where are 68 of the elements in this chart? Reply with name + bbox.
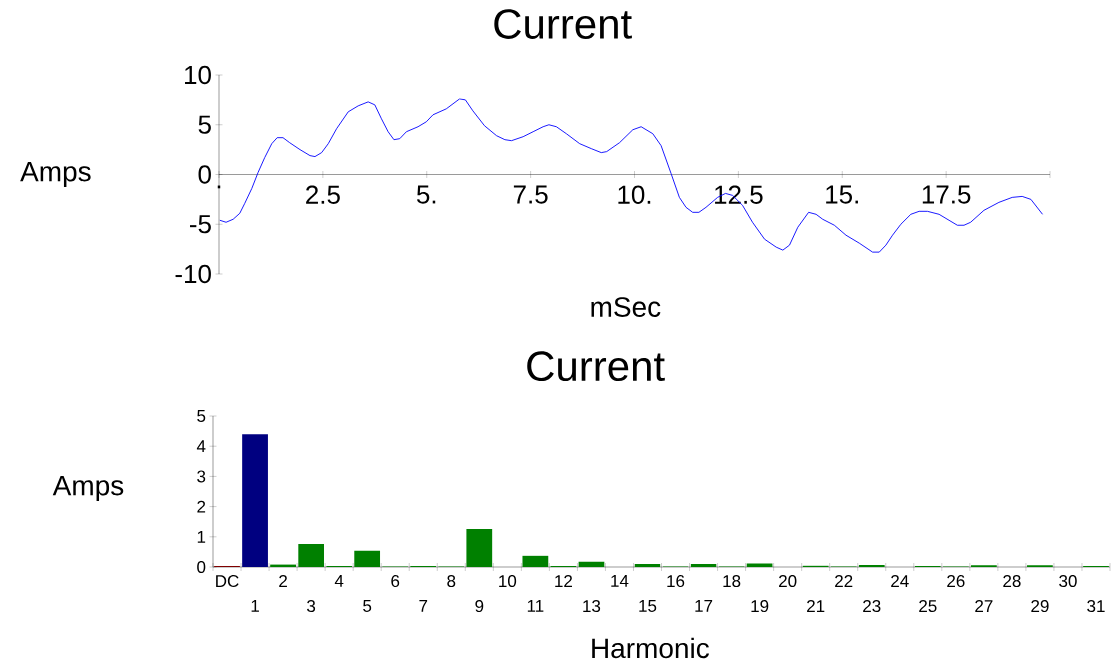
- x-tick-label: 8: [447, 575, 456, 588]
- x-tick-label: 9: [475, 600, 484, 613]
- y-tick-label: -5: [190, 215, 211, 234]
- x-tick-label: 25: [919, 600, 937, 613]
- x-tick-label: 5: [363, 600, 372, 612]
- x-tick-label: 28: [1003, 575, 1021, 588]
- bar: [466, 528, 493, 568]
- x-tick-label: 26: [947, 575, 965, 588]
- bar: [690, 563, 717, 568]
- bar: [298, 544, 325, 568]
- x-tick-label: DC: [216, 575, 239, 588]
- x-tick-label: 15.: [826, 185, 858, 204]
- x-tick-label: 15: [639, 600, 657, 612]
- x-tick-label: 11: [527, 600, 544, 612]
- bar: [522, 555, 549, 568]
- chart-title: Current: [494, 9, 632, 39]
- x-axis-title: Harmonic: [592, 637, 709, 659]
- x-tick-label: 21: [807, 600, 825, 612]
- x-tick-label: 4: [334, 575, 344, 587]
- y-tick-label: 5: [198, 115, 211, 134]
- y-axis-title: Amps: [52, 475, 124, 502]
- x-tick-label: 3: [307, 600, 316, 613]
- x-tick-label: 10: [499, 575, 517, 588]
- y-tick-label: 2: [197, 500, 206, 513]
- x-tick-label: 12: [555, 575, 572, 587]
- bar: [634, 563, 661, 568]
- bar: [858, 564, 885, 568]
- x-tick-label: 2.5: [306, 185, 340, 204]
- y-tick-label: 5: [197, 410, 206, 422]
- x-tick-label: 19: [751, 600, 769, 613]
- x-tick-label: 20: [779, 575, 797, 588]
- chart-title: Current: [527, 351, 665, 382]
- x-tick-label: 10.: [618, 185, 651, 204]
- x-tick-label: 5.: [416, 185, 436, 204]
- x-tick-label: 17: [695, 600, 713, 612]
- x-axis-title: mSec: [591, 297, 661, 317]
- x-tick-label: 24: [891, 575, 909, 587]
- x-tick-label: 29: [1031, 600, 1049, 613]
- x-tick-label: 31: [1087, 600, 1105, 613]
- x-tick-label: 1: [251, 600, 259, 612]
- x-tick-label: 13: [583, 600, 601, 613]
- x-tick-label: 23: [863, 600, 881, 613]
- x-tick-label: 14: [611, 575, 629, 587]
- bar: [578, 561, 605, 568]
- line-series: [219, 98, 1043, 253]
- bar: [746, 563, 773, 568]
- y-tick-label: 3: [197, 470, 206, 483]
- x-tick-label: 27: [975, 600, 993, 612]
- x-tick-label: 18: [723, 575, 741, 588]
- bar: [242, 434, 268, 568]
- x-tick-label: 22: [835, 575, 853, 587]
- y-tick-label: 10: [185, 65, 211, 85]
- x-tick-label: 12.5: [715, 185, 763, 204]
- x-tick-label: 2: [279, 575, 287, 587]
- x-tick-label: 7.5: [513, 185, 548, 204]
- x-tick-label: .: [217, 185, 221, 189]
- bar: [354, 550, 381, 568]
- y-tick-label: 1: [197, 530, 206, 543]
- y-tick-label: -10: [175, 264, 211, 284]
- x-tick-label: 17.5: [922, 185, 971, 204]
- y-tick-label: 0: [198, 165, 211, 184]
- y-tick-label: 0: [197, 560, 206, 574]
- x-tick-label: 16: [667, 575, 685, 588]
- x-tick-label: 7: [419, 600, 428, 612]
- x-tick-label: 6: [391, 575, 400, 588]
- y-axis-title: Amps: [20, 161, 91, 188]
- x-tick-label: 30: [1059, 575, 1077, 588]
- y-tick-label: 4: [196, 440, 206, 453]
